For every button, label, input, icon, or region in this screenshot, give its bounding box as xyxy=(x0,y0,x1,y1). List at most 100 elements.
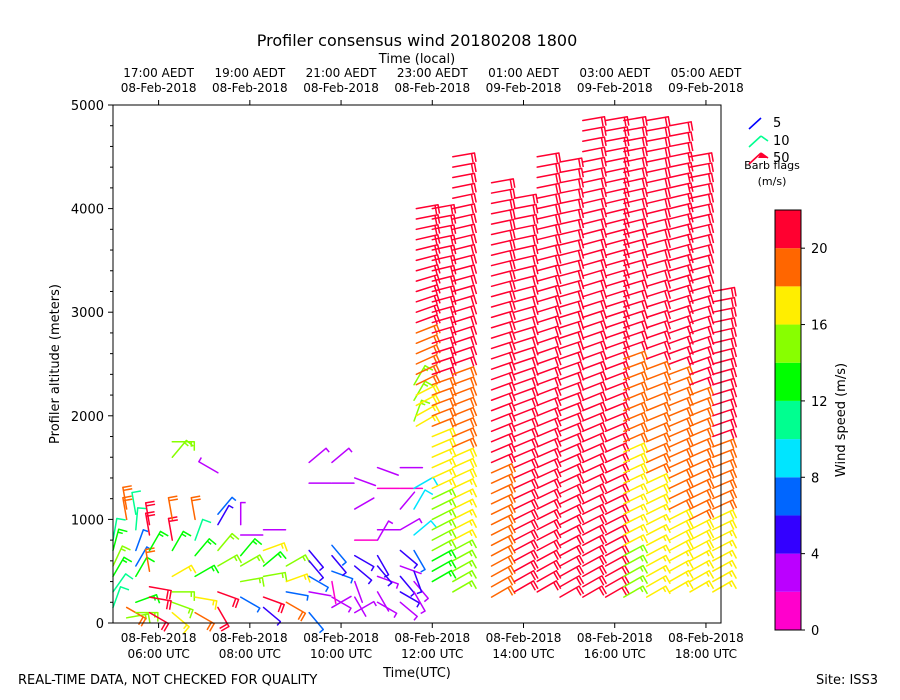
colorbar-bin xyxy=(775,439,801,478)
wind-barb xyxy=(513,468,539,479)
wind-barb xyxy=(490,442,517,454)
wind-barb xyxy=(536,569,562,583)
wind-barb xyxy=(452,508,478,521)
chart-title: Profiler consensus wind 20180208 1800 xyxy=(257,31,578,50)
wind-barb xyxy=(559,187,585,199)
wind-barb xyxy=(689,447,715,459)
wind-barb xyxy=(536,213,562,224)
wind-barb xyxy=(645,544,671,557)
wind-barb xyxy=(513,457,539,469)
y-tick-label: 1000 xyxy=(71,513,104,528)
wind-barb xyxy=(582,544,608,557)
x-axis-ticks: 08-Feb-2018 06:00 UTC 08-Feb-2018 08:00 UTC… xyxy=(121,623,744,661)
top-tick-time: 21:00 AEDT xyxy=(306,66,377,80)
wind-barb xyxy=(536,478,562,490)
wind-barb xyxy=(452,243,478,255)
wind-barb xyxy=(513,498,539,510)
wind-barb xyxy=(135,529,149,552)
wind-barb xyxy=(689,182,715,194)
wind-barb xyxy=(490,269,516,281)
wind-barb xyxy=(712,559,738,572)
wind-barb xyxy=(536,233,562,245)
wind-barb xyxy=(668,294,694,305)
top-tick-date: 08-Feb-2018 xyxy=(303,81,379,95)
wind-barb xyxy=(452,529,478,541)
wind-barb xyxy=(645,330,672,341)
wind-barb xyxy=(645,299,672,311)
wind-barb xyxy=(645,391,672,402)
top-axis-label: Time (local) xyxy=(378,52,455,67)
wind-barb xyxy=(559,462,585,474)
colorbar-bin xyxy=(775,286,801,325)
wind-barb xyxy=(559,544,585,557)
wind-barb xyxy=(668,233,694,244)
top-tick-time: 01:00 AEDT xyxy=(488,66,559,80)
wind-barb xyxy=(431,508,457,521)
wind-barb xyxy=(513,244,539,255)
wind-barb xyxy=(331,570,354,584)
wind-barb xyxy=(413,489,434,510)
x-tick-date: 08-Feb-2018 xyxy=(303,631,379,645)
wind-barb xyxy=(582,360,608,372)
wind-barb xyxy=(668,467,694,479)
wind-barb xyxy=(623,391,649,402)
wind-barb xyxy=(513,508,539,521)
wind-barb xyxy=(582,187,607,198)
colorbar-bin xyxy=(775,248,801,287)
wind-barb xyxy=(536,457,562,469)
wind-barb xyxy=(623,442,649,453)
wind-barb xyxy=(559,320,585,331)
barb-legend-item: 10 xyxy=(748,134,790,149)
wind-barb xyxy=(645,370,672,382)
wind-barb xyxy=(604,156,630,168)
wind-barb xyxy=(712,509,738,521)
wind-barb xyxy=(645,360,672,372)
top-tick-time: 03:00 AEDT xyxy=(579,66,650,80)
wind-barb xyxy=(604,575,630,588)
wind-barb xyxy=(604,564,630,578)
wind-barb xyxy=(689,417,715,428)
wind-barb xyxy=(604,258,630,270)
wind-barb xyxy=(645,564,671,578)
wind-barb xyxy=(490,503,516,515)
wind-barb xyxy=(452,478,478,490)
wind-barb xyxy=(668,274,694,285)
wind-barb xyxy=(582,115,607,127)
top-tick-date: 09-Feb-2018 xyxy=(577,81,653,95)
wind-barb xyxy=(712,337,738,348)
wind-barb xyxy=(712,347,738,358)
wind-barb xyxy=(582,381,608,392)
wind-barb xyxy=(582,248,608,259)
wind-barb xyxy=(536,254,562,265)
wind-barb xyxy=(285,601,307,622)
wind-barb xyxy=(513,559,539,572)
wind-barb xyxy=(604,319,631,331)
x-tick-date: 08-Feb-2018 xyxy=(486,631,562,645)
wind-barb xyxy=(413,476,439,490)
wind-barb xyxy=(431,468,457,479)
wind-barb xyxy=(194,596,218,610)
x-tick-time: 06:00 UTC xyxy=(128,647,190,661)
wind-barb xyxy=(604,126,630,137)
wind-barb xyxy=(712,519,738,531)
wind-barb xyxy=(668,335,694,346)
wind-barb xyxy=(536,417,562,428)
wind-barb xyxy=(559,412,585,423)
wind-barb xyxy=(668,508,694,521)
wind-barb xyxy=(712,367,738,379)
wind-barb xyxy=(536,406,562,418)
wind-barb xyxy=(668,447,694,458)
x-tick-date: 08-Feb-2018 xyxy=(577,631,653,645)
wind-barb xyxy=(604,115,630,127)
wind-barb xyxy=(353,477,377,487)
barb-legend-units: (m/s) xyxy=(758,175,787,188)
wind-barb xyxy=(536,488,562,500)
wind-barb xyxy=(239,538,263,557)
wind-barb xyxy=(668,518,694,531)
wind-barb xyxy=(198,457,219,474)
wind-barb xyxy=(331,580,337,604)
wind-barb xyxy=(712,448,738,460)
wind-barb xyxy=(582,564,608,578)
wind-barb xyxy=(689,437,715,448)
wind-barb xyxy=(689,518,715,531)
